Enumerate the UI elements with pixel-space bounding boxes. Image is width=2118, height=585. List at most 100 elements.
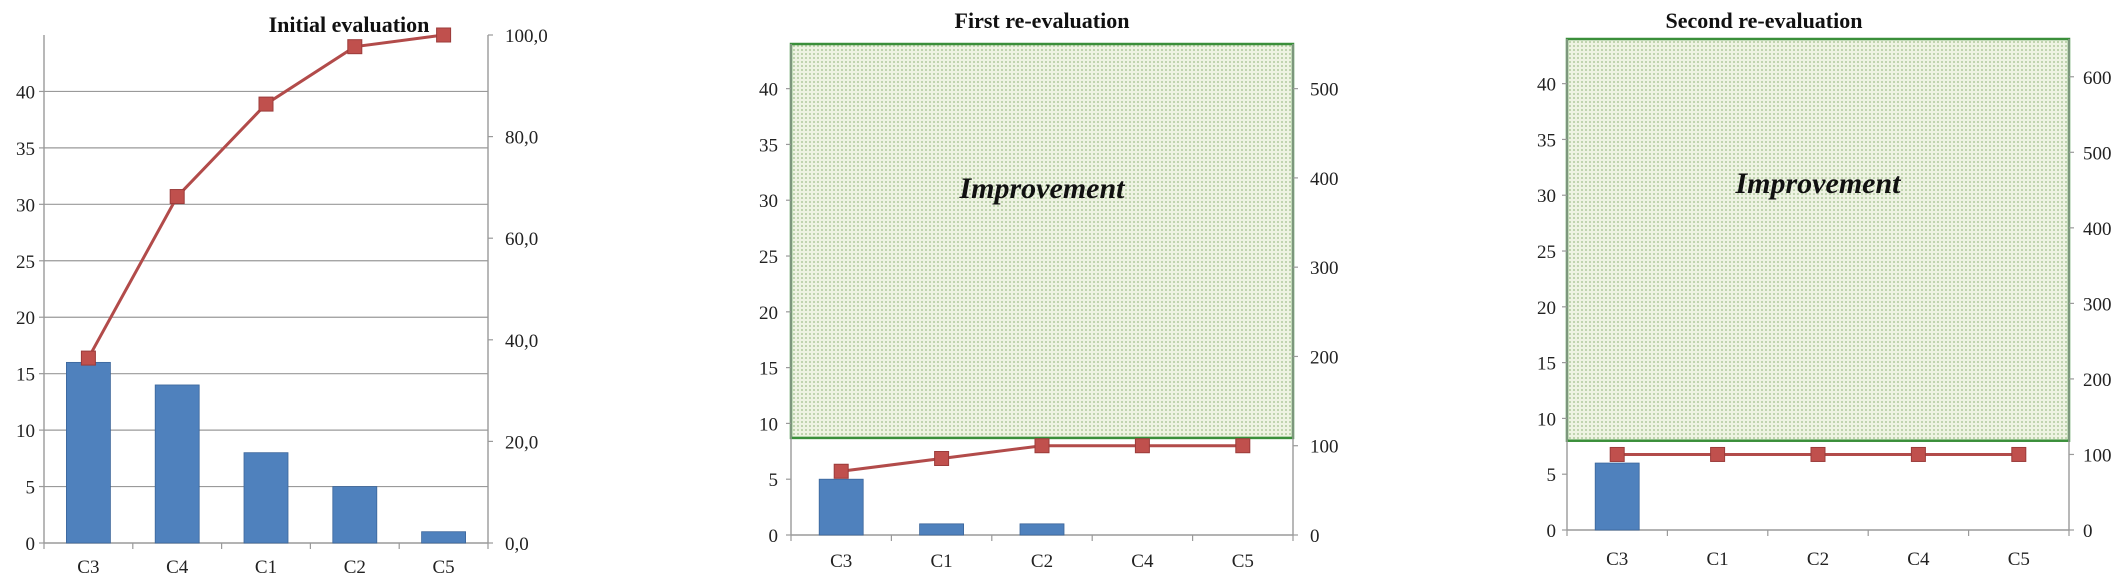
left-y-tick-label: 0 (26, 534, 36, 555)
right-y-tick-label: 600 (2083, 68, 2112, 89)
improvement-label: Improvement (1735, 167, 1903, 200)
left-y-tick-label: 25 (1537, 242, 1556, 263)
right-y-tick-label: 500 (2083, 143, 2112, 164)
x-tick-labels: C3 C4 C1 C2 C5 (77, 557, 454, 578)
bar-c3 (66, 361, 111, 544)
left-y-tick-labels: 0 5 10 15 20 25 30 35 40 (759, 80, 778, 547)
left-y-tick-label: 0 (769, 526, 779, 547)
right-y-tick-label: 100 (2083, 445, 2112, 466)
left-y-tick-label: 15 (759, 359, 778, 380)
x-tick-label: C4 (166, 557, 189, 578)
line-marker-c5 (1235, 438, 1251, 454)
left-y-tick-label: 15 (1537, 354, 1556, 375)
left-y-tick-label: 15 (16, 365, 35, 386)
line-marker-c5 (436, 27, 452, 43)
line-marker-c4 (1134, 438, 1150, 454)
left-y-tick-label: 35 (16, 139, 35, 160)
left-y-tick-label: 25 (759, 247, 778, 268)
right-y-tick-label: 200 (2083, 370, 2112, 391)
left-y-tick-label: 10 (1537, 409, 1556, 430)
left-y-tick-label: 30 (759, 191, 778, 212)
axes (1562, 39, 2074, 536)
right-y-tick-labels: 0 100 200 300 400 500 600 (2083, 68, 2112, 542)
x-tick-labels: C3 C1 C2 C4 C5 (830, 551, 1254, 572)
left-y-tick-label: 5 (769, 470, 779, 491)
right-y-tick-label: 80,0 (505, 128, 538, 149)
chart-title: First re-evaluation (955, 8, 1130, 33)
line-marker-c4 (1910, 446, 1926, 462)
right-y-tick-label: 500 (1310, 80, 1339, 101)
x-tick-label: C5 (2008, 549, 2030, 570)
x-tick-label: C1 (1707, 549, 1729, 570)
gridlines (44, 90, 488, 488)
left-y-tick-label: 40 (16, 82, 35, 103)
right-y-tick-labels: 0,0 20,0 40,0 60,0 80,0 100,0 (505, 26, 548, 555)
line-marker-c2 (1810, 446, 1826, 462)
left-y-tick-labels: 0 5 10 15 20 25 30 35 40 (1537, 75, 1556, 542)
chart-panel-initial: Initial evaluation 0 5 10 15 20 25 30 35 40 0,0 2… (16, 12, 548, 578)
improvement-label: Improvement (959, 172, 1127, 205)
left-y-tick-label: 20 (1537, 298, 1556, 319)
right-y-tick-label: 400 (2083, 219, 2112, 240)
line-marker-c2 (1034, 438, 1050, 454)
left-y-tick-label: 30 (1537, 186, 1556, 207)
left-y-tick-label: 10 (16, 421, 35, 442)
bar-series (818, 478, 1065, 536)
right-y-tick-label: 300 (2083, 294, 2112, 315)
bar-series (66, 361, 467, 544)
x-tick-label: C2 (1807, 549, 1829, 570)
line-marker-c1 (258, 96, 274, 112)
right-y-tick-label: 40,0 (505, 331, 538, 352)
left-y-tick-label: 35 (759, 135, 778, 156)
left-y-tick-label: 25 (16, 252, 35, 273)
left-y-tick-label: 40 (759, 80, 778, 101)
bar-c3 (1594, 462, 1640, 531)
axes (39, 34, 493, 549)
cumulative-line-series (1609, 446, 2027, 462)
right-y-tick-label: 100,0 (505, 26, 548, 47)
x-tick-label: C3 (1606, 549, 1628, 570)
improvement-box (1565, 37, 2071, 442)
left-y-tick-label: 20 (16, 308, 35, 329)
bar-series (1594, 462, 1640, 531)
right-y-tick-label: 100 (1310, 437, 1339, 458)
bar-c3 (818, 478, 864, 536)
left-y-tick-label: 20 (759, 303, 778, 324)
cumulative-line-series (833, 438, 1251, 479)
bar-c4 (154, 384, 200, 544)
bar-c2 (1019, 523, 1065, 536)
left-y-tick-labels: 0 5 10 15 20 25 30 35 40 (16, 82, 35, 555)
improvement-region: Improvement (1565, 37, 2071, 442)
line-marker-c5 (2011, 446, 2027, 462)
bar-c1 (243, 452, 289, 544)
cumulative-line-series (80, 27, 452, 366)
x-tick-label: C1 (931, 551, 953, 572)
right-y-tick-label: 20,0 (505, 432, 538, 453)
x-tick-labels: C3 C1 C2 C4 C5 (1606, 549, 2030, 570)
right-y-tick-label: 0 (1310, 526, 1320, 547)
x-tick-label: C3 (77, 557, 99, 578)
line-marker-c1 (1710, 446, 1726, 462)
line-marker-c3 (1609, 446, 1625, 462)
left-y-tick-label: 5 (26, 478, 36, 499)
chart-title: Initial evaluation (269, 12, 430, 37)
left-y-tick-label: 0 (1547, 521, 1557, 542)
bar-c5 (421, 531, 467, 544)
improvement-box (789, 42, 1295, 440)
x-tick-label: C1 (255, 557, 277, 578)
right-y-tick-label: 300 (1310, 258, 1339, 279)
line-marker-c1 (934, 450, 950, 466)
line-marker-c3 (833, 463, 849, 479)
cumulative-line (87, 33, 444, 359)
x-tick-label: C2 (1031, 551, 1053, 572)
bar-c2 (332, 486, 378, 544)
chart-panel-first-reevaluation: First re-evaluation Improvement 0 5 10 15 20… (759, 8, 1339, 572)
x-tick-label: C5 (433, 557, 455, 578)
line-marker-c3 (80, 350, 96, 366)
x-tick-label: C4 (1907, 549, 1930, 570)
right-y-tick-label: 0,0 (505, 534, 529, 555)
bar-c1 (919, 523, 964, 536)
line-marker-c4 (169, 189, 185, 205)
right-y-tick-label: 0 (2083, 521, 2093, 542)
